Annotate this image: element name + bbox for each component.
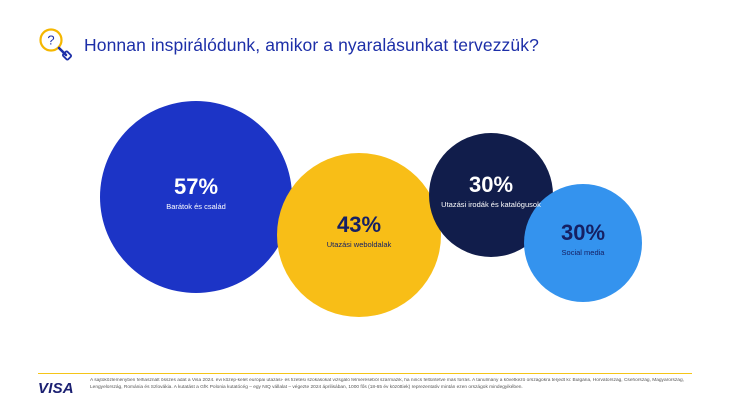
bubble-value-1: 57% bbox=[173, 174, 219, 199]
visa-logo: VISA bbox=[38, 380, 74, 397]
bubble-value-2: 43% bbox=[336, 212, 382, 237]
bubble-value-3: 30% bbox=[468, 172, 514, 197]
bubble-1 bbox=[100, 101, 292, 293]
bubble-label-3: Utazási irodák és katalógusok bbox=[441, 200, 541, 209]
bubble-2 bbox=[277, 153, 441, 317]
bubble-value-4: 30% bbox=[560, 220, 606, 245]
bubble-label-4: Social media bbox=[561, 248, 605, 257]
svg-text:?: ? bbox=[47, 33, 54, 48]
page-title: Honnan inspirálódunk, amikor a nyaralásu… bbox=[84, 35, 539, 55]
question-magnifier-icon: ? bbox=[39, 28, 72, 61]
bubble-label-1: Barátok és család bbox=[166, 202, 226, 211]
bubble-4 bbox=[524, 184, 642, 302]
bubble-label-2: Utazási weboldalak bbox=[326, 240, 392, 249]
footer-divider bbox=[38, 373, 692, 374]
footnote: A sajtóközleményben felhasznált összes a… bbox=[90, 378, 684, 390]
